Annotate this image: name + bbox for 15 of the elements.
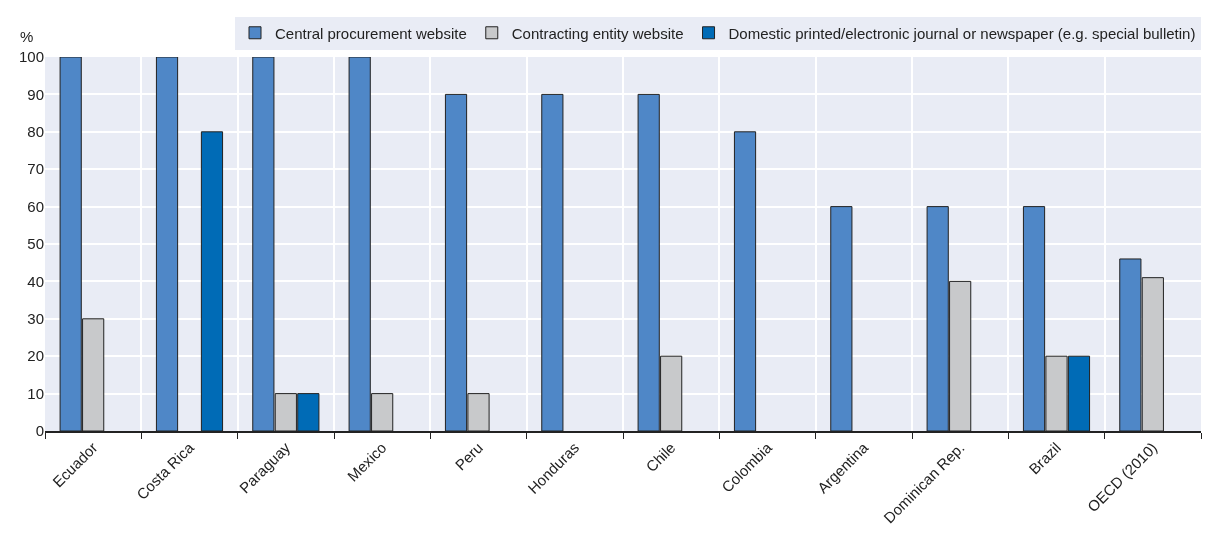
legend-label: Central procurement website	[275, 24, 467, 42]
y-tick-label: 80	[27, 123, 44, 141]
y-tick-label: 100	[18, 48, 44, 66]
legend-label: Domestic printed/electronic journal or newspaper (e.g. special bulletin)	[728, 24, 1196, 42]
y-tick-label: 70	[27, 160, 44, 178]
y-tick-label: 90	[27, 85, 44, 103]
y-tick-label: 60	[27, 197, 44, 215]
y-tick-label: 30	[27, 310, 44, 328]
y-tick-label: 50	[27, 235, 44, 253]
y-tick-label: 20	[27, 347, 44, 365]
y-axis-title: %	[20, 28, 34, 45]
y-tick-label: 0	[35, 422, 44, 440]
y-tick-label: 40	[27, 272, 44, 290]
legend-label: Contracting entity website	[511, 24, 684, 42]
y-tick-label: 10	[27, 384, 44, 402]
